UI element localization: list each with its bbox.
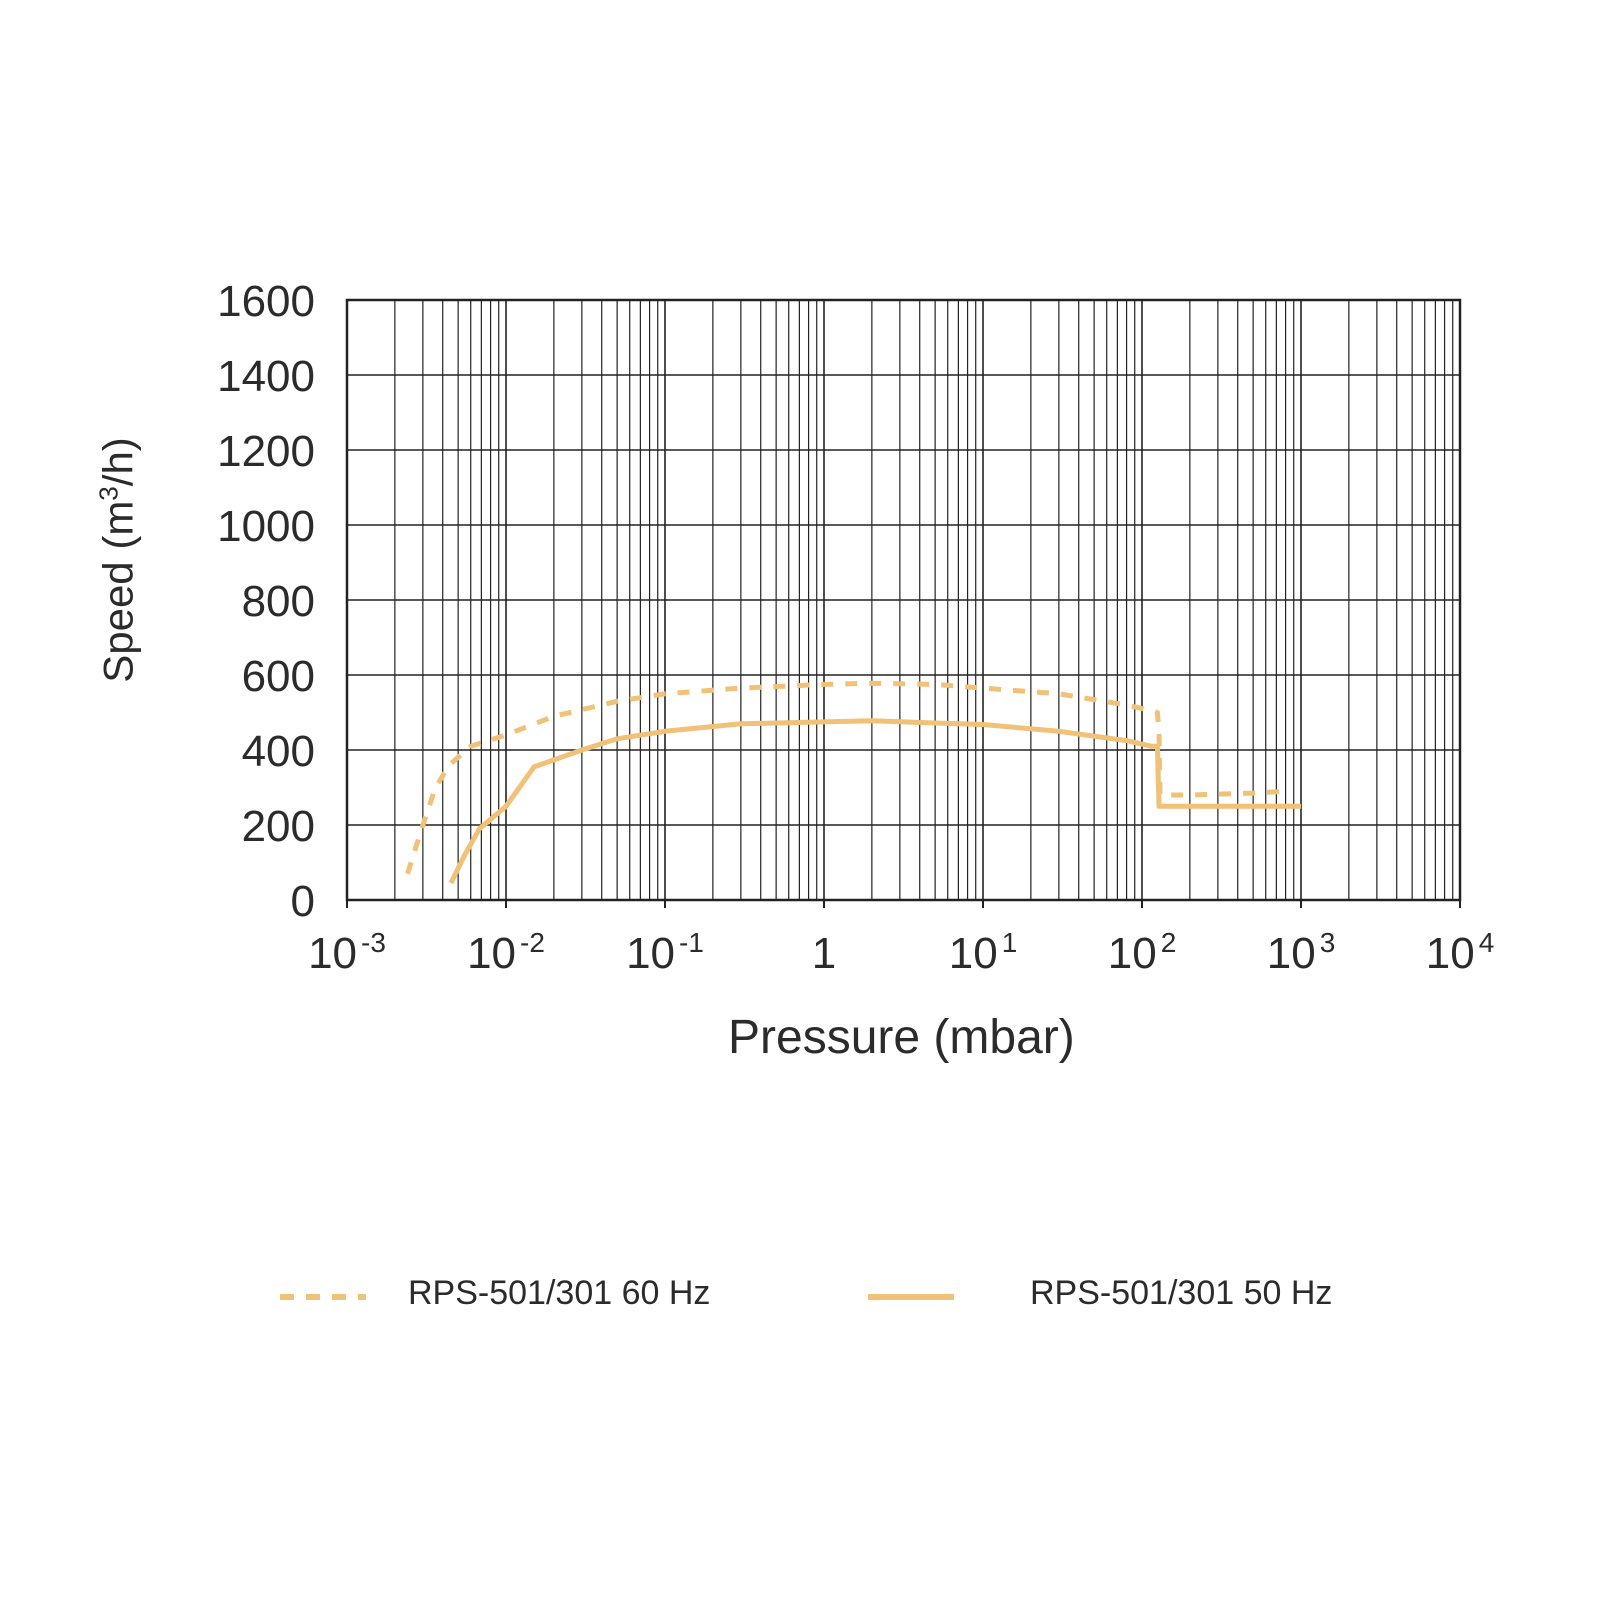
x-tick-base: 10 xyxy=(949,929,998,978)
x-tick-label: 10 1 xyxy=(949,927,1018,978)
x-tick-label: 10 2 xyxy=(1108,927,1177,978)
y-axis-title-prefix: Speed (m xyxy=(94,500,142,683)
x-tick-base: 10 xyxy=(308,929,357,978)
x-tick-exponent: 1 xyxy=(1002,927,1018,958)
x-tick-exponent: -2 xyxy=(520,927,545,958)
legend-item-50hz: RPS-501/301 50 Hz xyxy=(868,1272,1348,1322)
plot-frame xyxy=(345,298,1462,902)
y-axis-title-sup: 3 xyxy=(93,486,124,501)
y-tick-label: 600 xyxy=(242,652,315,701)
x-tick-label: 10 -2 xyxy=(467,927,545,978)
x-tick-exponent: -3 xyxy=(361,927,386,958)
y-tick-label: 0 xyxy=(291,877,315,926)
legend-swatch-dashed xyxy=(280,1294,366,1300)
legend-item-60hz: RPS-501/301 60 Hz xyxy=(280,1272,740,1322)
x-tick-label: 10 4 xyxy=(1426,927,1495,978)
x-tick-label: 1 xyxy=(812,929,836,978)
y-tick-label: 1400 xyxy=(217,352,315,401)
y-tick-label: 1200 xyxy=(217,427,315,476)
x-axis-title: Pressure (mbar) xyxy=(728,1011,1075,1064)
y-axis-title: Speed (m3/h) xyxy=(94,437,143,683)
x-tick-base: 10 xyxy=(467,929,516,978)
x-tick-base: 10 xyxy=(1108,929,1157,978)
y-tick-label: 400 xyxy=(242,727,315,776)
y-axis-title-suffix: /h) xyxy=(94,437,142,487)
x-tick-exponent: 2 xyxy=(1161,927,1177,958)
x-tick-label: 10 3 xyxy=(1267,927,1336,978)
x-tick-exponent: -1 xyxy=(679,927,704,958)
x-tick-exponent: 4 xyxy=(1479,927,1495,958)
y-tick-label: 200 xyxy=(242,802,315,851)
x-tick-base: 1 xyxy=(812,929,836,978)
x-tick-base: 10 xyxy=(626,929,675,978)
series-60hz-line xyxy=(405,680,1286,875)
x-tick-exponent: 3 xyxy=(1320,927,1336,958)
y-tick-label: 800 xyxy=(242,577,315,626)
series-50hz-line xyxy=(448,718,1301,885)
legend-label-50hz: RPS-501/301 50 Hz xyxy=(1030,1274,1333,1312)
y-tick-label: 1000 xyxy=(217,502,315,551)
legend-label-60hz: RPS-501/301 60 Hz xyxy=(408,1274,711,1312)
legend-swatch-solid xyxy=(868,1294,954,1300)
x-tick-base: 10 xyxy=(1267,929,1316,978)
x-tick-label: 10 -3 xyxy=(308,927,386,978)
x-tick-label: 10 -1 xyxy=(626,927,704,978)
y-tick-label: 1600 xyxy=(217,277,315,326)
x-tick-base: 10 xyxy=(1426,929,1475,978)
